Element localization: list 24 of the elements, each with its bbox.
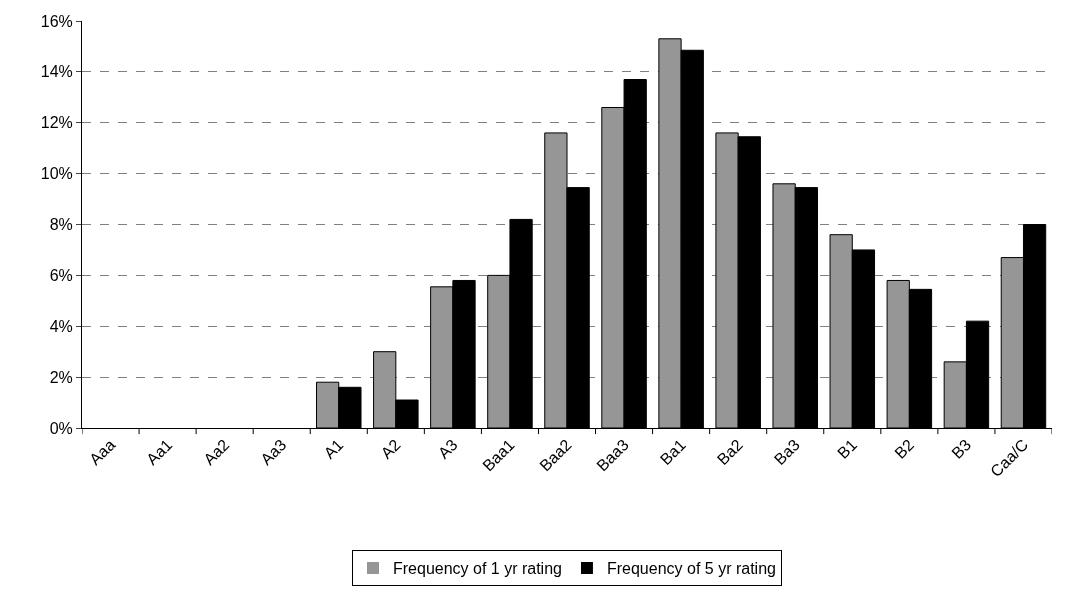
y-tick-label: 16%: [40, 12, 73, 30]
x-tick-label: B3: [948, 435, 975, 462]
legend-label: Frequency of 1 yr rating: [393, 560, 562, 578]
y-tick-label: 8%: [49, 216, 73, 234]
y-tick-label: 10%: [40, 165, 73, 183]
x-tick-label: Ba1: [656, 435, 689, 469]
y-tick-label: 6%: [49, 266, 73, 284]
x-tick-label: A2: [377, 435, 404, 462]
legend-label: Frequency of 5 yr rating: [606, 560, 776, 578]
x-tick-label: Aa1: [143, 435, 176, 469]
x-tick-label: Aaa: [86, 435, 119, 469]
y-tick-label: 2%: [49, 368, 73, 386]
x-tick-label: Aa3: [257, 435, 290, 469]
y-tick-label: 14%: [40, 63, 73, 81]
x-tick-label: A3: [434, 435, 461, 462]
x-tick-label: Ba2: [713, 435, 747, 469]
x-tick-label: Aa2: [200, 435, 233, 469]
x-tick-label: B1: [834, 435, 861, 462]
y-tick-label: 4%: [49, 317, 73, 335]
x-tick-label: B2: [891, 435, 918, 462]
x-tick-label: Ba3: [770, 435, 804, 469]
x-tick-label: A1: [320, 435, 347, 462]
y-tick-label: 0%: [49, 419, 73, 437]
y-tick-label: 12%: [40, 114, 73, 132]
